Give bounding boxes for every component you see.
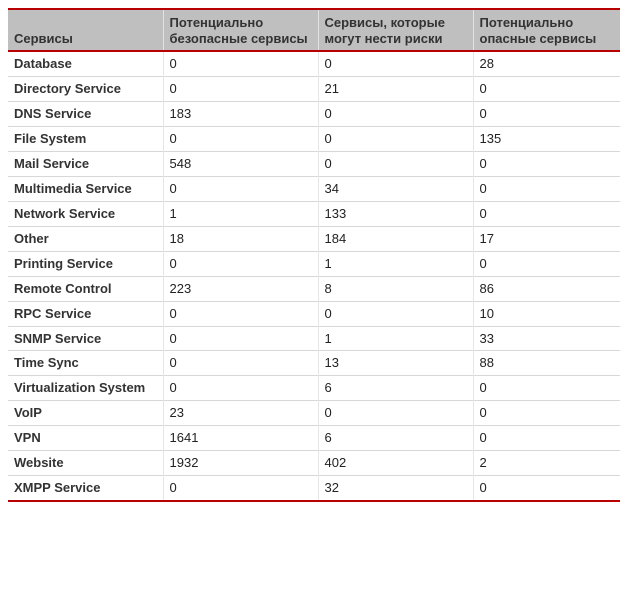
table-row: Network Service11330 (8, 201, 620, 226)
value-cell: 28 (473, 51, 620, 76)
service-name-cell: RPC Service (8, 301, 163, 326)
table-row: Printing Service010 (8, 251, 620, 276)
service-name-cell: Mail Service (8, 151, 163, 176)
value-cell: 548 (163, 151, 318, 176)
value-cell: 86 (473, 276, 620, 301)
col-header-risk: Сервисы, которые могут нести риски (318, 9, 473, 51)
value-cell: 34 (318, 176, 473, 201)
table-row: Virtualization System060 (8, 376, 620, 401)
value-cell: 0 (163, 376, 318, 401)
value-cell: 0 (473, 151, 620, 176)
value-cell: 135 (473, 127, 620, 152)
table-header-row: Сервисы Потенциально безопасные сервисы … (8, 9, 620, 51)
value-cell: 133 (318, 201, 473, 226)
value-cell: 0 (163, 77, 318, 102)
value-cell: 1641 (163, 426, 318, 451)
table-row: File System00135 (8, 127, 620, 152)
table-row: Remote Control223886 (8, 276, 620, 301)
value-cell: 6 (318, 426, 473, 451)
service-name-cell: DNS Service (8, 102, 163, 127)
table-row: Time Sync01388 (8, 351, 620, 376)
table-row: VPN164160 (8, 426, 620, 451)
table-row: XMPP Service0320 (8, 476, 620, 501)
value-cell: 13 (318, 351, 473, 376)
value-cell: 10 (473, 301, 620, 326)
service-name-cell: Network Service (8, 201, 163, 226)
value-cell: 6 (318, 376, 473, 401)
table-row: Database0028 (8, 51, 620, 76)
value-cell: 0 (163, 251, 318, 276)
service-name-cell: Other (8, 226, 163, 251)
value-cell: 0 (318, 301, 473, 326)
table-row: RPC Service0010 (8, 301, 620, 326)
service-name-cell: Database (8, 51, 163, 76)
value-cell: 17 (473, 226, 620, 251)
service-name-cell: XMPP Service (8, 476, 163, 501)
value-cell: 2 (473, 451, 620, 476)
value-cell: 88 (473, 351, 620, 376)
value-cell: 0 (318, 127, 473, 152)
value-cell: 1 (318, 326, 473, 351)
table-row: Other1818417 (8, 226, 620, 251)
value-cell: 0 (163, 326, 318, 351)
value-cell: 0 (163, 51, 318, 76)
value-cell: 0 (318, 401, 473, 426)
service-name-cell: SNMP Service (8, 326, 163, 351)
service-name-cell: File System (8, 127, 163, 152)
value-cell: 223 (163, 276, 318, 301)
value-cell: 32 (318, 476, 473, 501)
value-cell: 33 (473, 326, 620, 351)
value-cell: 1 (163, 201, 318, 226)
value-cell: 8 (318, 276, 473, 301)
value-cell: 0 (473, 426, 620, 451)
value-cell: 0 (163, 476, 318, 501)
table-row: DNS Service18300 (8, 102, 620, 127)
service-name-cell: VPN (8, 426, 163, 451)
value-cell: 184 (318, 226, 473, 251)
value-cell: 0 (473, 251, 620, 276)
table-row: Multimedia Service0340 (8, 176, 620, 201)
service-name-cell: Website (8, 451, 163, 476)
service-name-cell: Time Sync (8, 351, 163, 376)
value-cell: 1932 (163, 451, 318, 476)
value-cell: 0 (473, 476, 620, 501)
value-cell: 0 (163, 176, 318, 201)
service-name-cell: Directory Service (8, 77, 163, 102)
table-row: Mail Service54800 (8, 151, 620, 176)
service-name-cell: Virtualization System (8, 376, 163, 401)
value-cell: 183 (163, 102, 318, 127)
service-name-cell: Printing Service (8, 251, 163, 276)
services-risk-table: Сервисы Потенциально безопасные сервисы … (8, 8, 620, 502)
value-cell: 0 (318, 102, 473, 127)
value-cell: 0 (318, 151, 473, 176)
table-body: Database0028Directory Service0210DNS Ser… (8, 51, 620, 501)
value-cell: 0 (473, 176, 620, 201)
service-name-cell: VoIP (8, 401, 163, 426)
col-header-safe: Потенциально безопасные сервисы (163, 9, 318, 51)
value-cell: 0 (163, 351, 318, 376)
value-cell: 0 (163, 127, 318, 152)
value-cell: 0 (318, 51, 473, 76)
table-row: Website19324022 (8, 451, 620, 476)
value-cell: 0 (473, 401, 620, 426)
value-cell: 21 (318, 77, 473, 102)
value-cell: 23 (163, 401, 318, 426)
value-cell: 402 (318, 451, 473, 476)
value-cell: 0 (473, 102, 620, 127)
value-cell: 0 (163, 301, 318, 326)
service-name-cell: Multimedia Service (8, 176, 163, 201)
col-header-danger: Потенциально опасные сервисы (473, 9, 620, 51)
service-name-cell: Remote Control (8, 276, 163, 301)
value-cell: 0 (473, 77, 620, 102)
value-cell: 0 (473, 376, 620, 401)
value-cell: 18 (163, 226, 318, 251)
table-row: Directory Service0210 (8, 77, 620, 102)
value-cell: 0 (473, 201, 620, 226)
col-header-service: Сервисы (8, 9, 163, 51)
table-row: VoIP2300 (8, 401, 620, 426)
value-cell: 1 (318, 251, 473, 276)
table-row: SNMP Service0133 (8, 326, 620, 351)
